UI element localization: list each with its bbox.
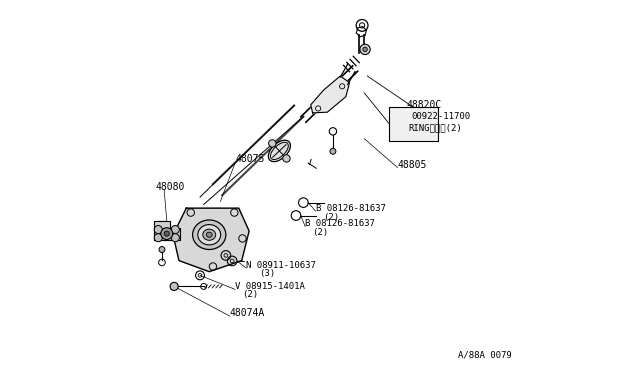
Text: B 08126-81637: B 08126-81637 — [316, 203, 385, 213]
Text: 48080: 48080 — [156, 182, 185, 192]
Circle shape — [172, 234, 179, 242]
Bar — [389, 107, 438, 141]
Text: 48074A: 48074A — [230, 308, 265, 318]
Ellipse shape — [206, 232, 212, 237]
Polygon shape — [154, 221, 180, 240]
Circle shape — [172, 225, 179, 234]
Text: B 08126-81637: B 08126-81637 — [305, 219, 375, 228]
Polygon shape — [311, 76, 349, 113]
Text: 48820C: 48820C — [407, 100, 442, 110]
Ellipse shape — [193, 220, 226, 250]
Circle shape — [164, 231, 170, 236]
Circle shape — [170, 282, 178, 291]
Text: 48805: 48805 — [397, 160, 427, 170]
Circle shape — [330, 148, 336, 154]
Circle shape — [154, 225, 163, 234]
Circle shape — [269, 140, 276, 147]
Polygon shape — [173, 208, 249, 272]
Text: 00922-11700: 00922-11700 — [412, 112, 470, 121]
Circle shape — [154, 234, 163, 242]
Text: (2): (2) — [323, 213, 339, 222]
Circle shape — [159, 247, 165, 253]
Text: (2): (2) — [242, 291, 258, 299]
Circle shape — [360, 44, 370, 55]
Text: A/88A 0079: A/88A 0079 — [458, 350, 512, 359]
Text: 48075: 48075 — [235, 154, 264, 164]
Circle shape — [363, 47, 367, 52]
Circle shape — [161, 228, 173, 240]
Ellipse shape — [268, 140, 291, 162]
Text: (3): (3) — [259, 269, 275, 278]
Circle shape — [283, 155, 290, 162]
Text: (2): (2) — [312, 228, 328, 237]
Ellipse shape — [203, 229, 216, 240]
Text: V 08915-1401A: V 08915-1401A — [235, 282, 305, 291]
Ellipse shape — [198, 225, 221, 245]
Text: N 08911-10637: N 08911-10637 — [246, 261, 316, 270]
Text: RINGリング(2): RINGリング(2) — [408, 123, 462, 132]
